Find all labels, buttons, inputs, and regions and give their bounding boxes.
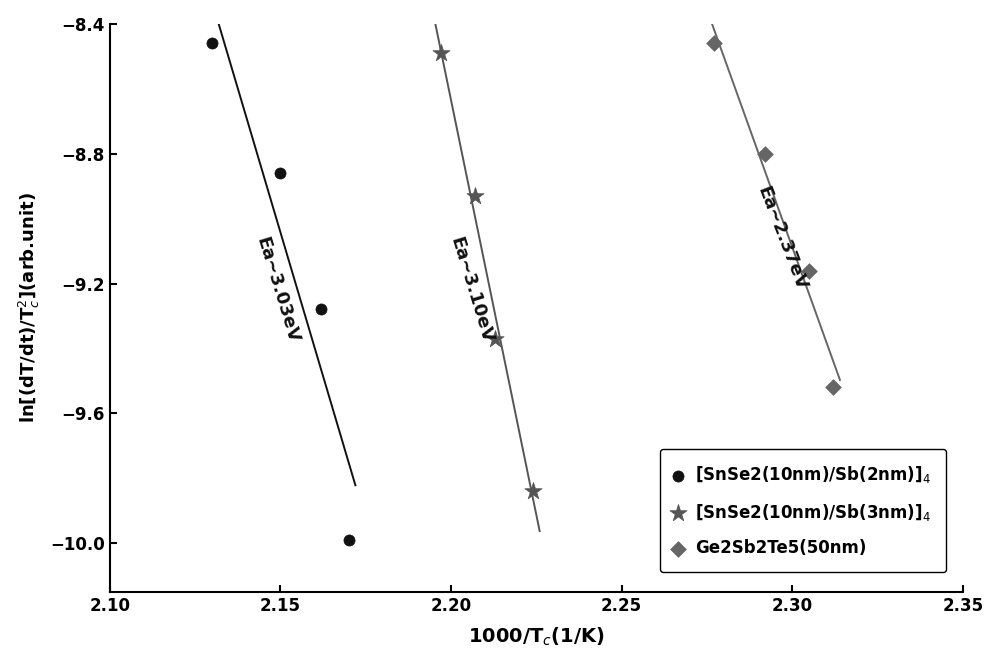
[SnSe2(10nm)/Sb(3nm)]$_4$: [487, 333, 503, 344]
Legend: [SnSe2(10nm)/Sb(2nm)]$_4$, [SnSe2(10nm)/Sb(3nm)]$_4$, Ge2Sb2Te5(50nm): [SnSe2(10nm)/Sb(2nm)]$_4$, [SnSe2(10nm)/…: [660, 449, 946, 573]
[SnSe2(10nm)/Sb(3nm)]$_4$: [433, 48, 449, 59]
[SnSe2(10nm)/Sb(3nm)]$_4$: [525, 486, 541, 497]
[SnSe2(10nm)/Sb(2nm)]$_4$: [313, 304, 329, 315]
Text: Ea~3.03eV: Ea~3.03eV: [252, 235, 302, 345]
[SnSe2(10nm)/Sb(2nm)]$_4$: [341, 535, 357, 545]
[SnSe2(10nm)/Sb(3nm)]$_4$: [467, 190, 483, 201]
Ge2Sb2Te5(50nm): [825, 382, 841, 393]
Ge2Sb2Te5(50nm): [757, 148, 773, 159]
[SnSe2(10nm)/Sb(2nm)]$_4$: [204, 38, 220, 49]
X-axis label: 1000/T$_c$(1/K): 1000/T$_c$(1/K): [468, 626, 605, 648]
Text: Ea~2.37eV: Ea~2.37eV: [754, 184, 810, 293]
Text: Ea~3.10eV: Ea~3.10eV: [447, 235, 496, 345]
Ge2Sb2Te5(50nm): [801, 265, 817, 276]
Y-axis label: ln[(dT/dt)/T$_c^2$](arb.unit): ln[(dT/dt)/T$_c^2$](arb.unit): [17, 192, 42, 423]
[SnSe2(10nm)/Sb(2nm)]$_4$: [272, 168, 288, 178]
Ge2Sb2Te5(50nm): [706, 38, 722, 49]
